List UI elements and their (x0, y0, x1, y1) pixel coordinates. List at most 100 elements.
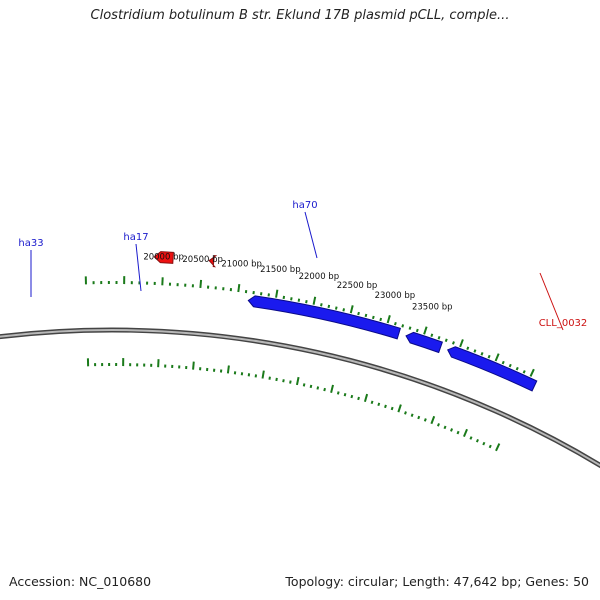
inner-major-tick (295, 376, 300, 386)
topology-summary: Topology: circular; Length: 47,642 bp; G… (285, 574, 589, 589)
inner-minor-tick (350, 394, 354, 399)
tick-label: 21000 bp (221, 259, 262, 269)
minor-tick (522, 370, 526, 374)
minor-tick (320, 303, 323, 307)
inner-minor-tick (289, 380, 292, 384)
minor-tick (501, 360, 505, 365)
inner-minor-tick (390, 406, 394, 411)
tick-label: 23000 bp (375, 291, 416, 301)
major-tick (529, 368, 535, 377)
inner-minor-tick (475, 439, 479, 443)
inner-minor-tick (309, 384, 313, 389)
inner-major-tick (261, 370, 265, 379)
major-tick (312, 296, 317, 305)
edge-reverse-gene-arrow[interactable] (153, 251, 174, 264)
minor-tick (466, 346, 470, 351)
gene-label-ha33[interactable]: ha33 (18, 238, 43, 249)
ha70-gene-arrow[interactable] (247, 295, 402, 340)
inner-minor-tick (282, 379, 285, 383)
CLL_0032-leader-line (539, 272, 564, 331)
inner-minor-tick (275, 377, 278, 382)
inner-minor-tick (450, 428, 454, 432)
backbone-core (0, 329, 600, 467)
major-tick (494, 353, 500, 362)
inner-minor-tick (456, 430, 460, 435)
major-tick (237, 283, 241, 293)
inner-minor-tick (404, 411, 407, 415)
inner-minor-tick (302, 383, 306, 387)
minor-tick (508, 363, 512, 368)
inner-minor-tick (377, 402, 381, 407)
minor-tick (437, 336, 441, 340)
inner-minor-tick (336, 391, 340, 395)
minor-tick (473, 349, 477, 353)
tick-label: 22000 bp (299, 272, 340, 282)
gene-label-ha70[interactable]: ha70 (292, 200, 317, 211)
tick-label: 20000 bp (143, 252, 184, 262)
inner-major-tick (397, 404, 402, 413)
tick-label: 22500 bp (337, 281, 378, 291)
ha70-leader-line (304, 211, 318, 259)
inner-minor-tick (443, 425, 447, 430)
minor-tick (415, 328, 419, 333)
inner-tick-ring (86, 358, 501, 452)
ha17-gene-arrow[interactable] (405, 331, 444, 354)
minor-tick (305, 299, 308, 304)
CLL_0032-gene-arrow[interactable] (208, 255, 218, 268)
gene-track (153, 251, 538, 392)
inner-minor-tick (370, 400, 374, 405)
plasmid-backbone (0, 327, 600, 469)
major-tick (386, 315, 391, 324)
tick-label: 23500 bp (412, 303, 453, 313)
minor-tick (357, 311, 360, 316)
minor-tick (342, 308, 346, 312)
inner-minor-tick (357, 396, 360, 401)
major-tick (459, 339, 464, 348)
minor-tick (282, 295, 286, 300)
inner-minor-tick (482, 441, 486, 446)
accession-label: Accession: NC_010680 (9, 574, 152, 589)
gene-label-ha17[interactable]: ha17 (123, 232, 148, 243)
minor-tick (371, 315, 375, 320)
inner-major-tick (430, 415, 436, 425)
inner-minor-tick (423, 418, 427, 422)
minor-tick (297, 298, 301, 302)
inner-major-tick (495, 443, 501, 452)
inner-minor-tick (268, 376, 271, 380)
inner-minor-tick (437, 423, 440, 427)
inner-major-tick (363, 393, 369, 403)
ha17-leader-line (135, 243, 142, 292)
minor-tick (394, 321, 397, 326)
inner-major-tick (226, 365, 230, 374)
map-title: Clostridium botulinum B str. Eklund 17B … (90, 8, 510, 23)
inner-minor-tick (384, 404, 387, 409)
inner-minor-tick (323, 387, 326, 392)
gene-label-CLL_0032[interactable]: CLL_0032 (539, 318, 588, 329)
outer-tick-ring (84, 276, 535, 377)
backbone-outline (0, 327, 600, 469)
minor-tick (327, 304, 331, 309)
inner-minor-tick (343, 393, 347, 397)
major-tick (199, 279, 203, 289)
minor-tick (401, 324, 405, 328)
minor-tick (430, 333, 434, 338)
minor-tick (334, 306, 338, 310)
minor-tick (444, 338, 448, 343)
major-tick (275, 289, 279, 298)
minor-tick (480, 352, 484, 356)
tick-label: 20500 bp (182, 255, 223, 265)
minor-tick (452, 341, 455, 345)
inner-minor-tick (488, 444, 492, 449)
major-tick (349, 305, 354, 314)
inner-major-tick (463, 428, 468, 438)
minor-tick (515, 366, 519, 371)
minor-tick (408, 326, 412, 330)
ha33-gene-arrow[interactable] (446, 346, 538, 392)
major-tick (423, 326, 428, 335)
inner-major-tick (330, 384, 334, 393)
tick-label: 21500 bp (260, 265, 301, 275)
inner-minor-tick (410, 413, 414, 417)
